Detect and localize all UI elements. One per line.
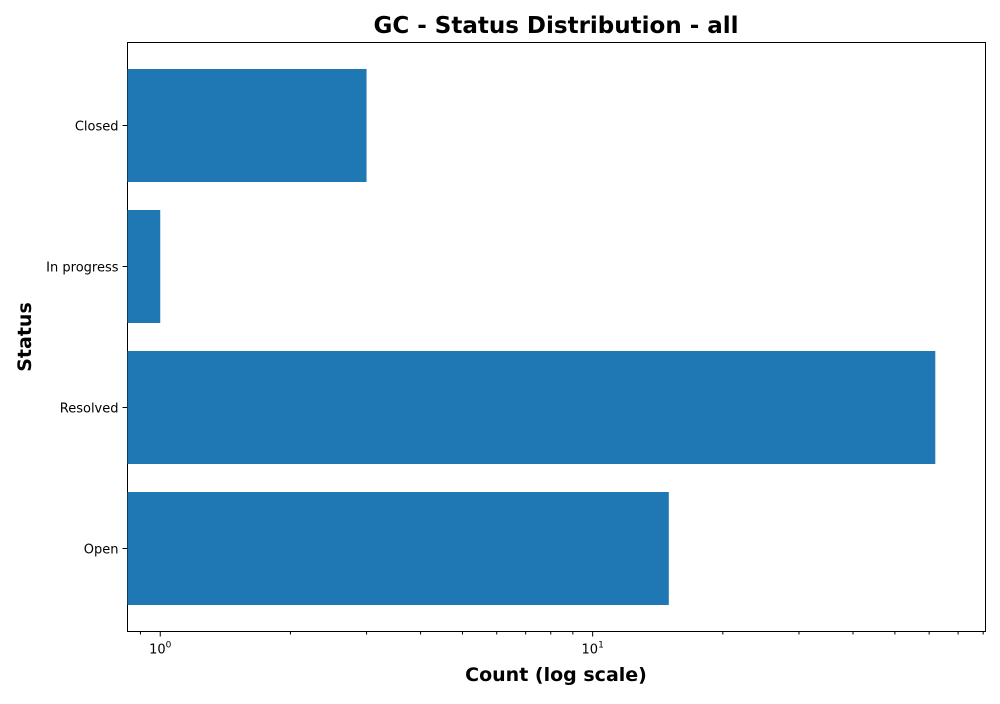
plot-area-frame	[127, 42, 986, 632]
y-axis-ticks: Open Resolved In progress Closed	[46, 120, 128, 558]
chart-title: GC - Status Distribution - all	[373, 13, 738, 39]
y-tick-label: Resolved	[60, 402, 119, 417]
y-tick-label: Open	[84, 543, 119, 558]
bar-resolved	[127, 351, 936, 464]
x-tick-label: 101	[582, 641, 604, 658]
y-tick-label: In progress	[46, 261, 119, 276]
x-axis-label: Count (log scale)	[465, 664, 647, 686]
x-tick-label: 100	[149, 641, 172, 658]
bar-closed	[127, 69, 367, 182]
bars-group	[127, 69, 936, 605]
y-axis-label: Status	[14, 302, 36, 372]
bar-open	[127, 492, 669, 605]
bar-in-progress	[127, 210, 161, 323]
y-tick-label: Closed	[75, 120, 119, 135]
x-axis-ticks: 100 101	[139, 631, 984, 658]
